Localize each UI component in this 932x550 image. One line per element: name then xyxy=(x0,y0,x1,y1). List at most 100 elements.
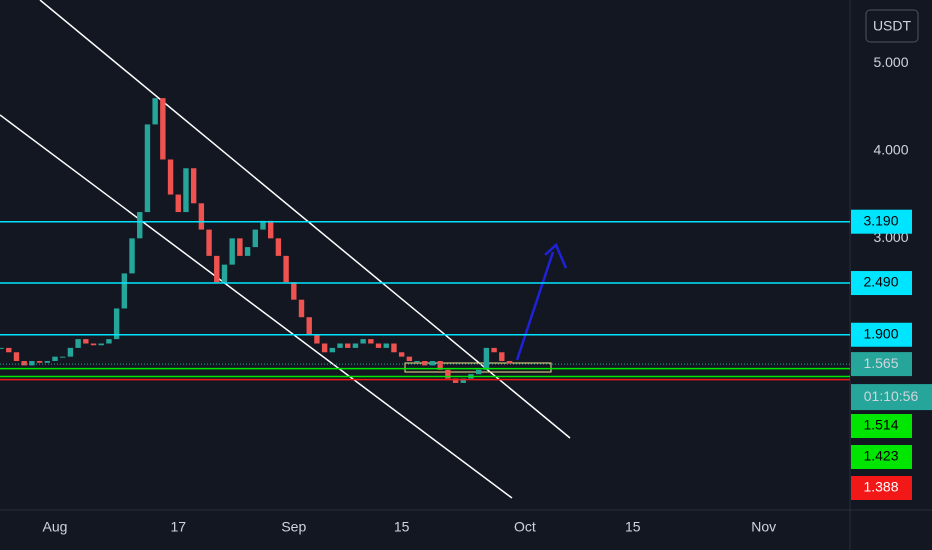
level-label: 1.900 xyxy=(863,325,898,341)
candle xyxy=(36,361,43,363)
candle xyxy=(175,194,181,213)
candle xyxy=(429,361,436,366)
level-tag xyxy=(851,271,912,296)
candle xyxy=(190,168,197,204)
candle xyxy=(67,347,74,357)
candle xyxy=(383,343,389,348)
candle xyxy=(375,343,382,348)
candle xyxy=(452,378,459,383)
candle xyxy=(0,347,4,349)
candle xyxy=(283,255,289,283)
marker-tag xyxy=(851,476,912,500)
candle xyxy=(13,352,20,362)
candle xyxy=(437,361,443,370)
candle xyxy=(137,212,143,239)
candle xyxy=(260,220,266,230)
candle xyxy=(6,347,12,353)
x-tick-label: 17 xyxy=(170,519,186,535)
level-label: 2.490 xyxy=(863,274,898,290)
candle xyxy=(268,220,274,239)
x-tick-label: Aug xyxy=(43,519,68,535)
currency: USDT xyxy=(873,18,912,34)
marker-label: 1.423 xyxy=(863,448,898,464)
candle xyxy=(121,273,128,309)
candle xyxy=(252,229,258,248)
arrow xyxy=(515,251,555,361)
candle xyxy=(129,238,135,274)
candle xyxy=(237,238,243,256)
candle xyxy=(475,369,482,375)
candle xyxy=(221,264,228,283)
candle xyxy=(391,343,397,353)
candle xyxy=(422,361,428,366)
last-price-label: 1.565 xyxy=(863,355,898,371)
countdown: 01:10:56 xyxy=(864,388,919,404)
candle xyxy=(406,356,413,362)
channel-line xyxy=(0,114,513,499)
marker-label: 1.388 xyxy=(863,479,898,495)
marker-label: 1.514 xyxy=(863,417,898,433)
candle xyxy=(337,343,343,348)
currency-box[interactable] xyxy=(865,9,919,43)
candle xyxy=(445,369,451,379)
candle xyxy=(414,361,420,363)
candle xyxy=(21,361,27,366)
channel-line xyxy=(39,0,571,439)
candle xyxy=(206,229,212,256)
candle xyxy=(144,124,151,213)
candle xyxy=(244,247,251,256)
candle xyxy=(298,299,305,318)
y-tick-label: 5.000 xyxy=(873,54,908,70)
candle xyxy=(29,361,35,366)
candle xyxy=(275,238,282,256)
candle xyxy=(329,347,336,353)
marker-tag xyxy=(851,445,912,469)
candle xyxy=(113,308,120,340)
x-tick-label: Oct xyxy=(514,519,536,535)
level-tag xyxy=(851,209,912,234)
candle xyxy=(352,343,359,348)
countdown-tag xyxy=(851,384,932,411)
candle xyxy=(483,347,490,370)
candle xyxy=(321,343,328,353)
candle xyxy=(360,339,366,344)
candle xyxy=(368,339,374,344)
candle xyxy=(491,347,497,353)
candle xyxy=(460,378,466,383)
x-tick-label: 15 xyxy=(625,519,641,535)
candle xyxy=(345,343,351,348)
candle xyxy=(152,98,158,125)
candle xyxy=(229,238,235,265)
candle xyxy=(106,339,112,344)
candle xyxy=(52,356,58,362)
candle xyxy=(506,361,513,364)
candle xyxy=(90,343,97,346)
candle xyxy=(499,352,505,362)
candle xyxy=(44,361,50,363)
x-tick-label: 15 xyxy=(394,519,410,535)
last-price-tag xyxy=(851,352,912,377)
candle xyxy=(398,352,405,357)
candle xyxy=(214,255,220,283)
marker-tag xyxy=(851,414,912,438)
candle xyxy=(183,168,189,213)
x-tick-label: Nov xyxy=(751,519,776,535)
candle xyxy=(83,339,89,344)
candle xyxy=(167,159,174,195)
level-label: 3.190 xyxy=(863,212,898,228)
level-tag xyxy=(851,322,912,347)
y-tick-label: 4.000 xyxy=(873,141,908,157)
x-tick-label: Sep xyxy=(281,519,306,535)
candle xyxy=(314,334,320,344)
candle xyxy=(198,203,205,230)
candle xyxy=(160,98,166,160)
candle xyxy=(60,356,66,358)
candle xyxy=(306,317,312,335)
candle xyxy=(75,339,81,348)
candle xyxy=(291,282,297,300)
arrow-head xyxy=(544,242,568,269)
candle xyxy=(98,343,104,346)
